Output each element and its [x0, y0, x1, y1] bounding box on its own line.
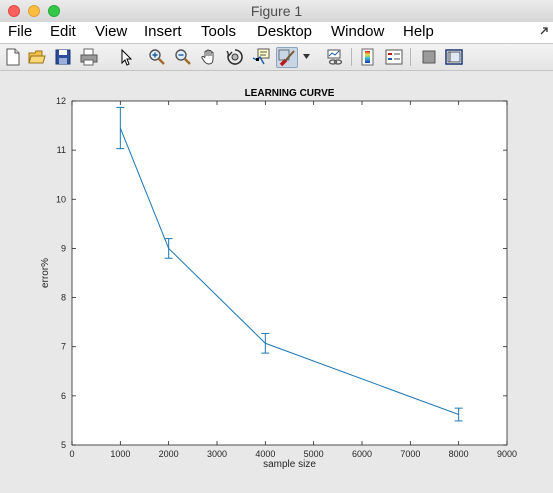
y-axis-label: error%: [40, 258, 51, 288]
x-tick-label: 9000: [497, 449, 517, 459]
menu-edit[interactable]: Edit: [50, 23, 76, 40]
menu-tools[interactable]: Tools: [201, 23, 236, 40]
y-tick-label: 12: [56, 96, 66, 106]
x-axis-label: sample size: [263, 459, 316, 470]
rotate-3d-icon[interactable]: [226, 48, 244, 66]
x-tick-label: 4000: [255, 449, 275, 459]
data-cursor-icon[interactable]: [252, 48, 270, 66]
toolbar-separator: [351, 48, 352, 66]
show-plot-tools-icon[interactable]: [445, 48, 463, 66]
figure-toolbar: [0, 44, 553, 71]
print-icon[interactable]: [80, 48, 98, 66]
x-tick-label: 6000: [352, 449, 372, 459]
menu-view[interactable]: View: [95, 23, 127, 40]
link-plot-icon[interactable]: [326, 48, 344, 66]
new-figure-icon[interactable]: [4, 48, 22, 66]
figure-canvas: 0 1000 2000 3000 4000 5000 6000 7000 8000 9000 5 6 7…: [0, 71, 553, 488]
axes-background[interactable]: [72, 101, 507, 445]
y-tick-label: 9: [61, 243, 66, 253]
y-tick-label: 10: [56, 194, 66, 204]
x-tick-label: 7000: [400, 449, 420, 459]
menu-help[interactable]: Help: [403, 23, 434, 40]
menu-desktop[interactable]: Desktop: [257, 23, 312, 40]
save-icon[interactable]: [54, 48, 72, 66]
brush-icon: [278, 49, 296, 67]
toolbar-separator: [410, 48, 411, 66]
window-title: Figure 1: [0, 3, 553, 19]
x-tick-label: 5000: [304, 449, 324, 459]
y-tick-label: 6: [61, 391, 66, 401]
menu-file[interactable]: File: [8, 23, 32, 40]
zoom-out-icon[interactable]: [174, 48, 192, 66]
zoom-in-icon[interactable]: [148, 48, 166, 66]
brush-dropdown-icon[interactable]: [303, 54, 310, 60]
x-tick-label: 3000: [207, 449, 227, 459]
x-tick-label: 8000: [449, 449, 469, 459]
legend-icon[interactable]: [385, 48, 403, 66]
window-titlebar: Figure 1: [0, 0, 553, 23]
x-tick-label: 1000: [110, 449, 130, 459]
menu-insert[interactable]: Insert: [144, 23, 182, 40]
pan-hand-icon[interactable]: [200, 48, 218, 66]
dock-figure-icon[interactable]: [539, 26, 549, 36]
learning-curve-chart[interactable]: 0 1000 2000 3000 4000 5000 6000 7000 8000 9000 5 6 7…: [0, 71, 553, 488]
y-tick-label: 5: [61, 440, 66, 450]
open-file-icon[interactable]: [28, 48, 46, 66]
x-tick-label: 0: [69, 449, 74, 459]
menu-window[interactable]: Window: [331, 23, 384, 40]
pointer-icon[interactable]: [117, 48, 135, 66]
menu-bar: File Edit View Insert Tools Desktop Window Help: [0, 22, 553, 44]
y-tick-label: 8: [61, 293, 66, 303]
brush-tool-button[interactable]: [276, 47, 298, 68]
colorbar-icon[interactable]: [359, 48, 377, 66]
y-tick-label: 7: [61, 342, 66, 352]
y-tick-label: 11: [57, 145, 66, 155]
x-tick-label: 2000: [159, 449, 179, 459]
hide-plot-tools-icon[interactable]: [420, 48, 438, 66]
chart-title: LEARNING CURVE: [245, 88, 335, 99]
